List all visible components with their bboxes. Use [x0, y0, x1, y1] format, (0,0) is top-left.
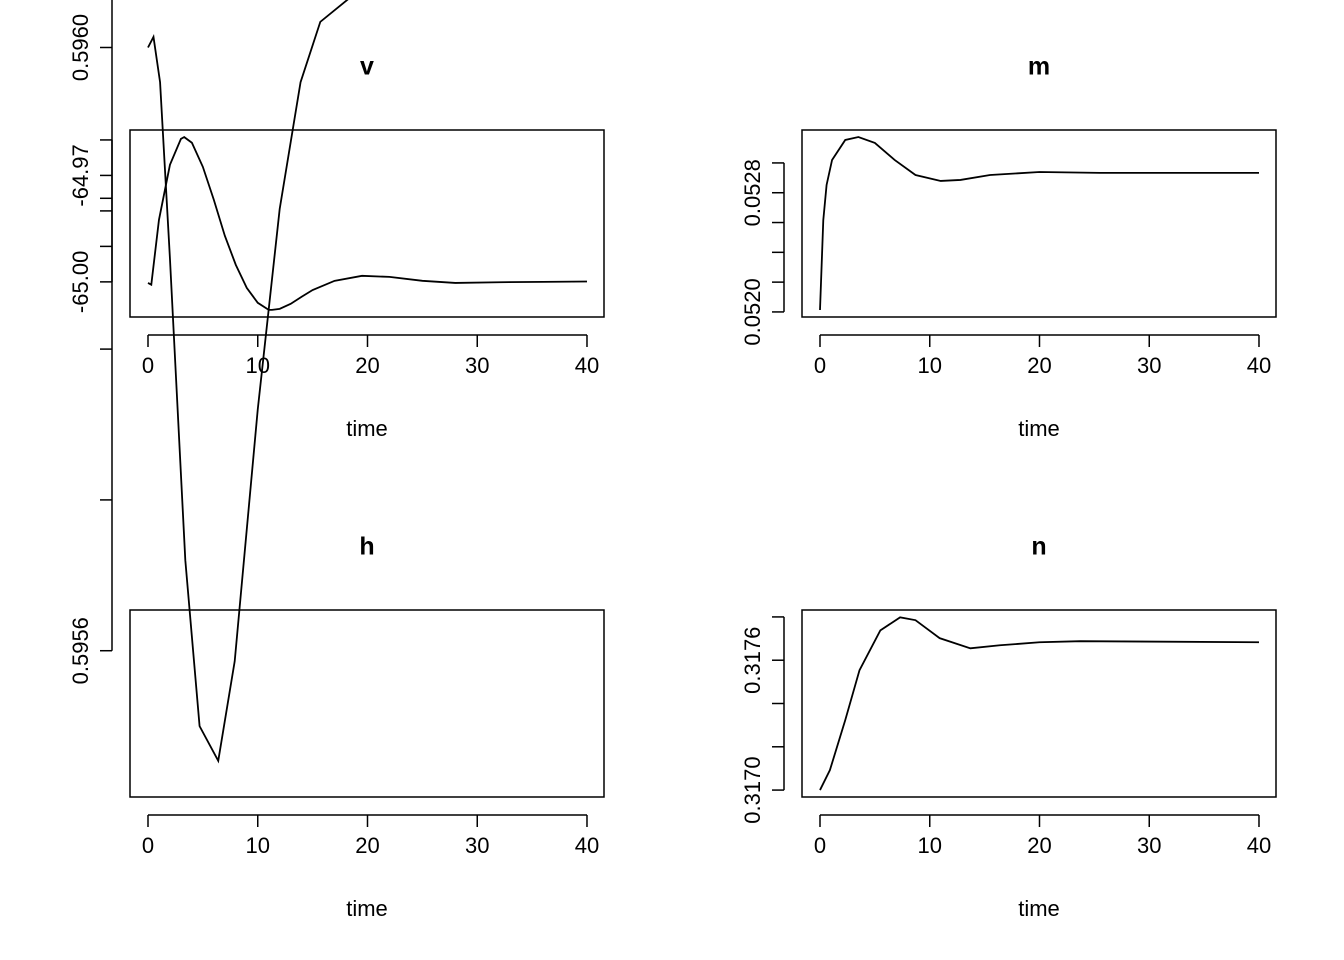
x-axis-label: time	[1018, 896, 1060, 921]
x-tick-label: 10	[246, 833, 270, 858]
data-line	[819, 616, 1259, 791]
x-tick-label: 30	[1137, 353, 1161, 378]
y-tick-label: 0.3170	[740, 756, 765, 823]
x-tick-label: 40	[575, 833, 599, 858]
y-tick-label: 0.0528	[740, 159, 765, 226]
plot-frame	[801, 609, 1277, 798]
x-tick-label: 0	[814, 353, 826, 378]
x-tick-label: 10	[918, 833, 942, 858]
x-tick-label: 0	[142, 353, 154, 378]
plot-frame	[129, 609, 605, 798]
x-tick-label: 10	[918, 353, 942, 378]
x-tick-label: 30	[1137, 833, 1161, 858]
x-tick-label: 20	[355, 353, 379, 378]
y-tick-label: -64.97	[68, 144, 93, 206]
plot-frame	[129, 129, 605, 318]
x-tick-label: 30	[465, 353, 489, 378]
x-axis-label: time	[346, 416, 388, 441]
x-tick-label: 40	[1247, 833, 1271, 858]
x-tick-label: 20	[355, 833, 379, 858]
x-tick-label: 30	[465, 833, 489, 858]
y-tick-label: 0.3176	[740, 627, 765, 694]
x-tick-label: 0	[142, 833, 154, 858]
panel-title: h	[359, 533, 374, 561]
data-line	[147, 0, 349, 764]
panel-title: n	[1031, 533, 1046, 561]
y-tick-label: -65.00	[68, 251, 93, 313]
x-tick-label: 40	[1247, 353, 1271, 378]
x-tick-label: 0	[814, 833, 826, 858]
y-tick-label: 0.5956	[68, 617, 93, 684]
data-line	[147, 136, 587, 311]
x-tick-label: 20	[1027, 353, 1051, 378]
x-tick-label: 20	[1027, 833, 1051, 858]
x-axis-label: time	[1018, 416, 1060, 441]
x-tick-label: 40	[575, 353, 599, 378]
panel-title: m	[1028, 53, 1050, 81]
y-tick-label: 0.5960	[68, 14, 93, 81]
plot-frame	[801, 129, 1277, 318]
x-tick-label: 10	[246, 353, 270, 378]
panel-title: v	[360, 53, 374, 81]
data-line	[819, 136, 1259, 311]
y-tick-label: 0.0520	[740, 278, 765, 345]
x-axis-label: time	[346, 896, 388, 921]
